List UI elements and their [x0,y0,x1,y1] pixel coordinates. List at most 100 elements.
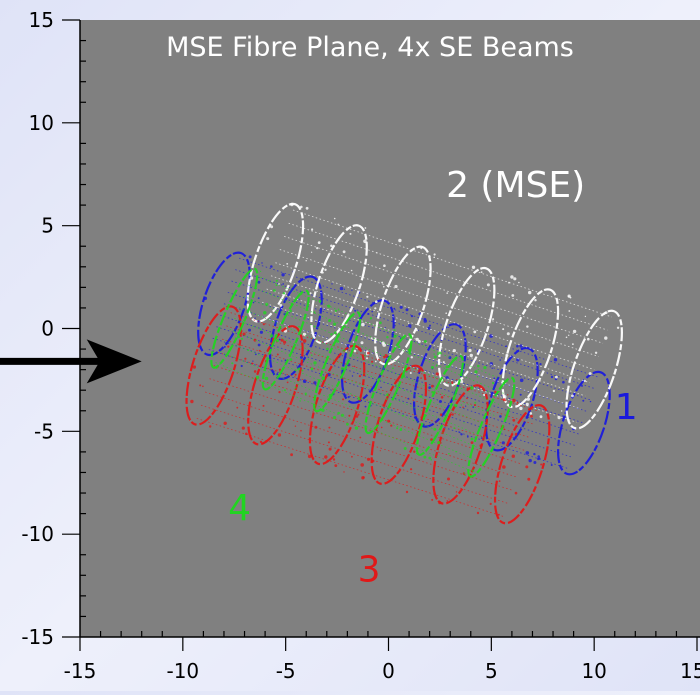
beam-point [360,341,364,345]
beam-point [433,427,437,431]
beam-point [344,380,346,383]
beam-point [477,364,480,368]
beam-point [423,340,427,343]
beam-streak [270,275,590,384]
beam-point [405,490,409,494]
beam-point [370,337,373,340]
beam-point [275,279,278,282]
beam-point [398,238,402,243]
beam-point [447,477,450,481]
beam-point [302,379,307,384]
beam-point [514,491,518,495]
beam-point [394,320,397,322]
beam-point [470,441,474,444]
beam-point [289,309,292,313]
beam-point [284,359,287,362]
beam-point [528,458,532,463]
beam-point [448,452,450,455]
beam-point [338,308,340,310]
beam-point [215,366,218,369]
beam-point [275,284,278,287]
beam-point [252,360,254,362]
beam-point [445,365,449,369]
beam-point [604,336,608,340]
beam-point [356,224,359,227]
beam-point [317,322,321,326]
beam-point [289,358,293,361]
beam-point [286,381,289,384]
beam-point [348,414,351,417]
beam-point [469,353,473,358]
x-tick-label: 15 [680,659,700,683]
beam-point [417,340,421,343]
beam-point [313,361,317,365]
beam-point [269,334,273,338]
beam-point [280,338,284,342]
beam-point [339,286,344,291]
beam-ring [467,376,516,478]
axes: 15 10 5 0 -5 -10 -15 -15 -10 -5 0 5 10 15 [21,8,700,683]
beam-point [327,441,330,444]
beam-point [568,334,570,336]
beam-point [364,405,367,408]
beam-point [248,255,252,259]
beam-point [508,281,510,284]
beam-point [366,357,368,360]
beam-point [366,457,371,461]
beam-point [202,385,204,388]
beam-point [323,376,325,379]
beam-point [540,463,543,466]
beam-point [276,373,279,376]
beam-point [341,372,345,376]
beam-point [392,367,394,370]
beam-point [539,415,543,419]
beam-point [374,360,377,363]
arrow [0,339,142,384]
beam-point [345,350,347,352]
beam-point [474,404,476,406]
beam-point [252,301,255,304]
beam-point [428,456,432,460]
beam-point [403,447,407,450]
beam-point [265,302,269,306]
beam-point [487,390,489,392]
beam-point [499,359,502,361]
beam-point [375,300,378,304]
beam-point [393,334,397,338]
beam-point [407,348,411,352]
beam-point [581,384,583,387]
beam-point [438,351,442,355]
beam-point [533,452,536,456]
beam-point [410,315,414,318]
beam-point [333,322,337,326]
beam-point [463,472,466,474]
beam-point [354,426,359,430]
beam-point [438,501,442,505]
beam-point [240,364,243,368]
beam-point [385,398,388,400]
y-tick-label: -10 [21,522,54,546]
beam-point [489,334,493,338]
beam-point [399,305,403,309]
beam-point [302,339,307,343]
beam-point [519,344,523,348]
beam-point [262,404,265,407]
beam-point [552,389,556,393]
beam-point [330,244,333,248]
beam-point [278,283,280,285]
beam-point [476,511,480,515]
beam-point [333,217,336,220]
beam-point [399,428,403,432]
beam-point [310,354,313,357]
beam-point [332,458,336,461]
beam-point [588,372,592,376]
beam-streak [248,284,506,395]
beam-point [260,270,262,272]
beam-point [393,329,396,332]
beam-point [328,426,331,429]
beam-point [525,402,529,406]
beam-point [262,442,265,445]
beam-streak [252,273,511,384]
beam-point [493,377,496,380]
beam-point [454,403,458,408]
